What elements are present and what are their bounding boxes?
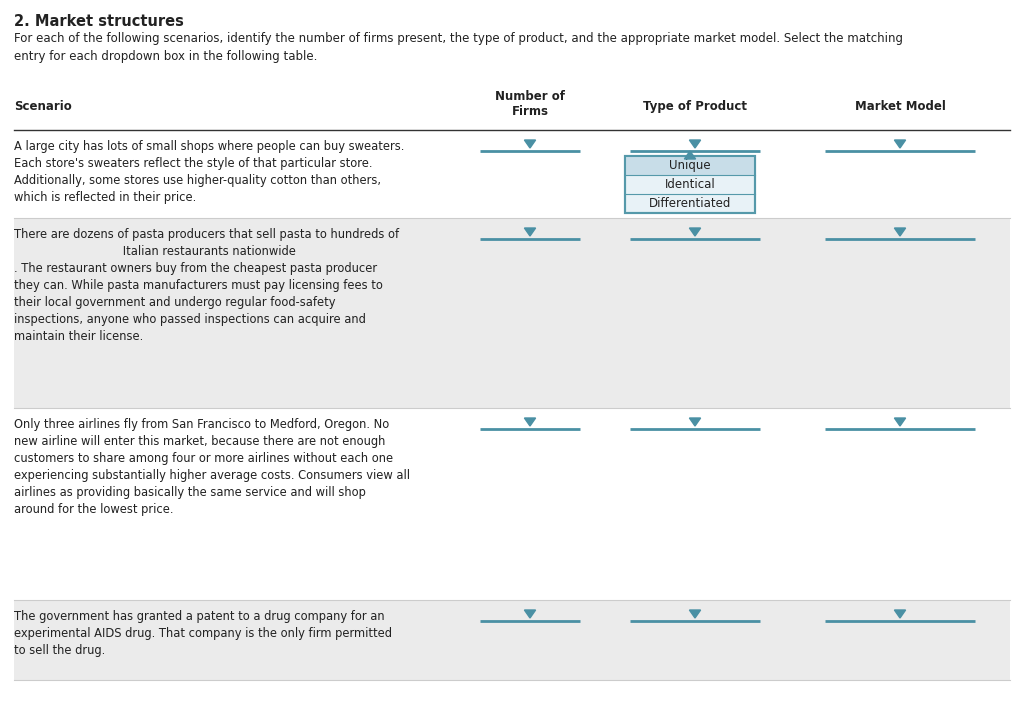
Text: airlines as providing basically the same service and will shop: airlines as providing basically the same… [14, 486, 366, 499]
Text: experiencing substantially higher average costs. Consumers view all: experiencing substantially higher averag… [14, 469, 410, 482]
Text: Differentiated: Differentiated [649, 197, 731, 210]
Text: around for the lowest price.: around for the lowest price. [14, 503, 173, 516]
Text: Only three airlines fly from San Francisco to Medford, Oregon. No: Only three airlines fly from San Francis… [14, 418, 389, 431]
Text: . The restaurant owners buy from the cheapest pasta producer: . The restaurant owners buy from the che… [14, 262, 377, 275]
Text: inspections, anyone who passed inspections can acquire and: inspections, anyone who passed inspectio… [14, 313, 366, 326]
Text: Market Model: Market Model [855, 100, 945, 113]
Text: The government has granted a patent to a drug company for an: The government has granted a patent to a… [14, 610, 385, 623]
Text: which is reflected in their price.: which is reflected in their price. [14, 191, 197, 204]
Text: Each store's sweaters reflect the style of that particular store.: Each store's sweaters reflect the style … [14, 157, 373, 170]
Text: Identical: Identical [665, 178, 716, 191]
Text: they can. While pasta manufacturers must pay licensing fees to: they can. While pasta manufacturers must… [14, 279, 383, 292]
Text: Italian restaurants nationwide: Italian restaurants nationwide [14, 245, 296, 258]
Polygon shape [894, 610, 905, 618]
Text: experimental AIDS drug. That company is the only firm permitted: experimental AIDS drug. That company is … [14, 627, 392, 640]
Polygon shape [894, 228, 905, 236]
Bar [625, 156, 755, 213]
Polygon shape [689, 418, 700, 426]
Polygon shape [684, 151, 695, 159]
Text: A large city has lots of small shops where people can buy sweaters.: A large city has lots of small shops whe… [14, 140, 404, 153]
Bar [625, 156, 755, 175]
Polygon shape [894, 418, 905, 426]
Bar [625, 156, 755, 213]
Text: new airline will enter this market, because there are not enough: new airline will enter this market, beca… [14, 435, 385, 448]
Polygon shape [524, 610, 536, 618]
Polygon shape [689, 610, 700, 618]
Text: Firms: Firms [512, 105, 549, 118]
Text: Number of: Number of [495, 90, 565, 103]
Text: Unique: Unique [670, 159, 711, 172]
Text: maintain their license.: maintain their license. [14, 330, 143, 343]
Polygon shape [524, 140, 536, 148]
Text: entry for each dropdown box in the following table.: entry for each dropdown box in the follo… [14, 50, 317, 63]
Polygon shape [689, 228, 700, 236]
Text: customers to share among four or more airlines without each one: customers to share among four or more ai… [14, 452, 393, 465]
Polygon shape [524, 228, 536, 236]
Polygon shape [689, 140, 700, 148]
Polygon shape [894, 140, 905, 148]
Text: Type of Product: Type of Product [643, 100, 746, 113]
Text: to sell the drug.: to sell the drug. [14, 644, 105, 657]
Text: Scenario: Scenario [14, 100, 72, 113]
Text: their local government and undergo regular food-safety: their local government and undergo regul… [14, 296, 336, 309]
Bar [14, 600, 1010, 680]
Text: For each of the following scenarios, identify the number of firms present, the t: For each of the following scenarios, ide… [14, 32, 903, 45]
Text: Additionally, some stores use higher-quality cotton than others,: Additionally, some stores use higher-qua… [14, 174, 381, 187]
Bar [14, 218, 1010, 408]
Text: There are dozens of pasta producers that sell pasta to hundreds of: There are dozens of pasta producers that… [14, 228, 399, 241]
Text: 2. Market structures: 2. Market structures [14, 14, 184, 29]
Polygon shape [524, 418, 536, 426]
